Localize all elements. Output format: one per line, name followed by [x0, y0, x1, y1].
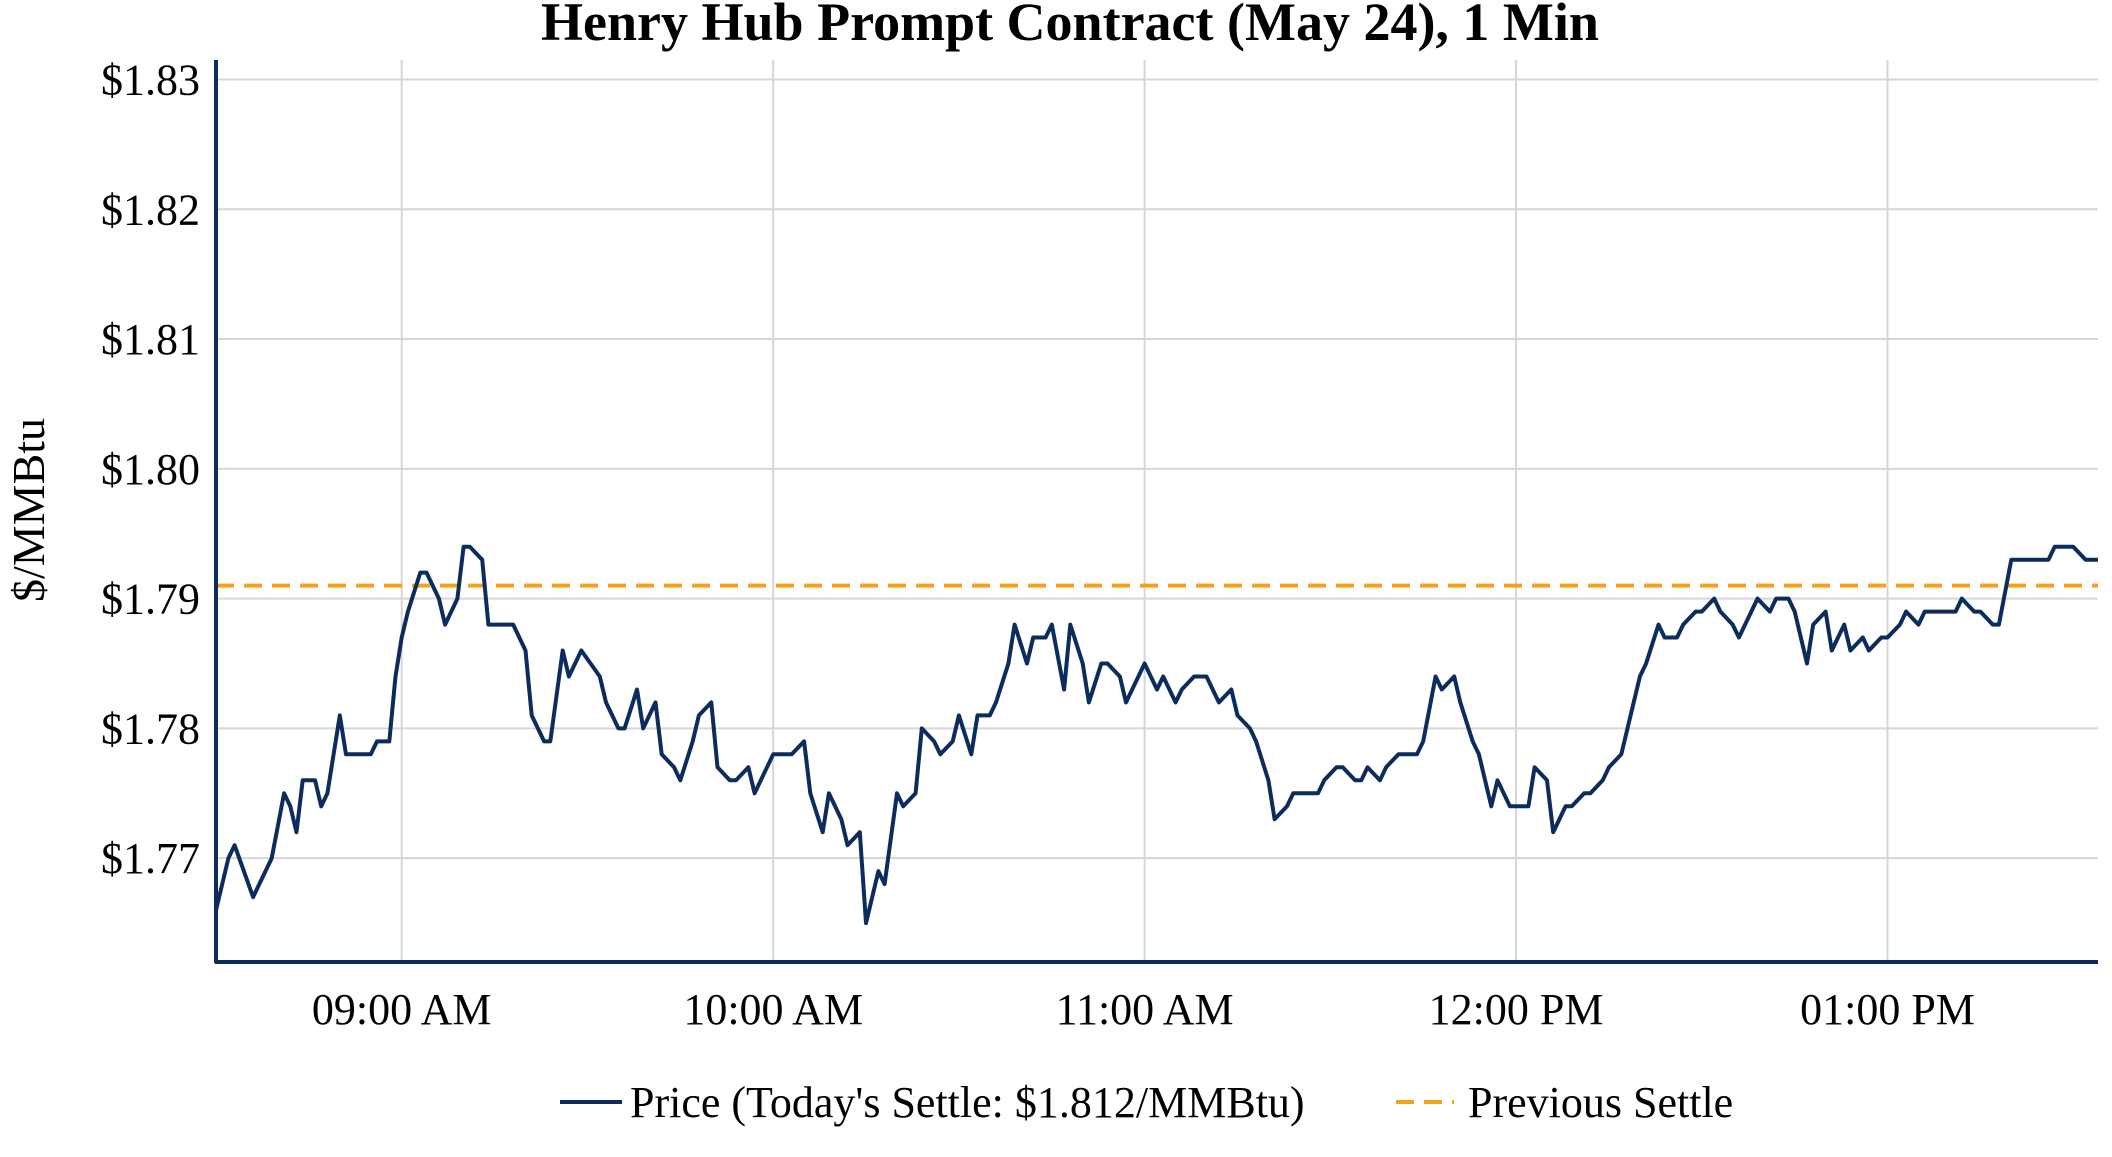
x-tick-label: 01:00 PM [1800, 985, 1975, 1034]
y-tick-label: $1.77 [101, 834, 200, 883]
y-tick-label: $1.83 [101, 55, 200, 104]
x-tick-label: 12:00 PM [1429, 985, 1604, 1034]
x-tick-label: 10:00 AM [683, 985, 863, 1034]
x-tick-label: 09:00 AM [312, 985, 492, 1034]
legend: Price (Today's Settle: $1.812/MMBtu) Prev… [560, 1078, 1733, 1127]
price-line [214, 544, 2098, 926]
series-layer [214, 544, 2098, 926]
y-tick-label: $1.80 [101, 445, 200, 494]
chart-title: Henry Hub Prompt Contract (May 24), 1 Mi… [541, 0, 1599, 52]
x-tick-label: 11:00 AM [1056, 985, 1234, 1034]
y-tick-label: $1.78 [101, 704, 200, 753]
axis-layer: $1.77 $1.78 $1.79 $1.80 $1.81 $1.82 $1.83 09:00… [101, 55, 2098, 1034]
y-tick-label: $1.82 [101, 185, 200, 234]
y-tick-label: $1.79 [101, 575, 200, 624]
legend-price-label: Price (Today's Settle: $1.812/MMBtu) [630, 1078, 1305, 1127]
y-axis-label: $/MMBtu [3, 418, 54, 602]
legend-previous-settle-label: Previous Settle [1468, 1078, 1733, 1127]
grid-layer [216, 60, 2098, 962]
y-tick-label: $1.81 [101, 315, 200, 364]
